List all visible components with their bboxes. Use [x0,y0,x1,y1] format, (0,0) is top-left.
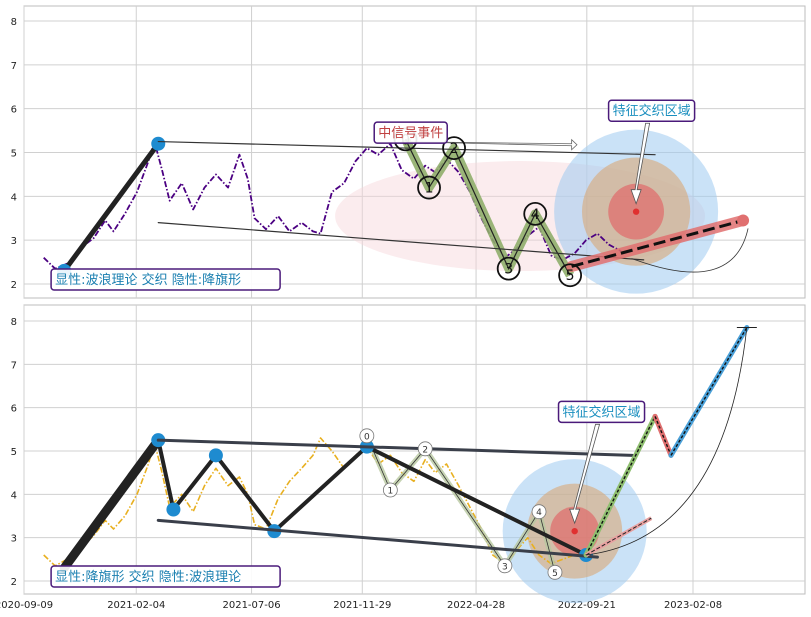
wave-line [156,438,589,557]
wave-point-marker [497,558,513,574]
forecast-segment [668,325,750,458]
forecast-arc [631,228,749,273]
y-tick-label: 3 [11,534,17,545]
x-tick-label: 2022-04-28 [447,600,505,611]
wave-point-marker [496,256,521,281]
wave-point-label: 0 [364,432,370,442]
y-tick-label: 3 [11,236,17,247]
panel-top: 2345678012345中信号事件特征交织区域显性:波浪理论 交织 隐性:降旗… [11,5,806,299]
forecast-arc [586,327,748,556]
wave-point-marker [382,482,398,498]
wave-point-label: 2 [450,141,459,157]
event-label-box [373,121,448,144]
y-tick-label: 4 [11,490,17,501]
wave-point-marker [442,136,466,161]
zone-arrow [630,122,651,205]
pattern-label-box [50,565,281,588]
wave-line [59,435,163,573]
wave-point-marker [531,504,547,520]
wave-point-label: 2 [422,445,428,455]
pattern-label: 显性:波浪理论 交织 隐性:降旗形 [55,272,241,288]
forecast-end [737,214,750,227]
zone-label: 特征交织区域 [613,103,691,119]
zone-arrow [569,423,601,525]
y-tick-label: 2 [11,577,17,588]
wave-point-label: 5 [566,268,575,284]
wave-line [157,140,656,156]
pivot-dot [208,448,223,463]
x-tick-label: 2020-09-09 [0,600,53,611]
wave-point-marker [558,263,583,288]
y-tick-label: 5 [11,149,17,160]
wave-line [156,518,599,559]
wave-line [157,222,645,261]
wave-line [156,438,634,457]
wave-point-label: 3 [504,262,513,278]
zone-label-box [607,99,696,122]
pivot-dot [166,502,181,517]
y-tick-label: 8 [11,17,17,28]
forecast-segment-dash [654,416,672,456]
wave-point-marker [417,175,441,200]
x-tick-label: 2021-11-29 [333,600,391,611]
y-tick-label: 6 [11,105,17,116]
x-tick-label: 2021-02-04 [107,600,165,611]
pattern-label-box [50,268,281,291]
y-tick-label: 7 [11,61,17,72]
wave-point-marker [359,428,375,444]
y-tick-label: 4 [11,192,17,203]
wave-path [366,435,556,573]
wave-point-label: 4 [536,508,542,518]
wave-point-label: 1 [425,181,434,197]
zone-center-dot [571,527,578,535]
x-tick-label: 2023-02-08 [664,600,722,611]
wave-line [61,141,161,274]
wave-point-label: 4 [531,207,540,223]
forecast-segment-dash [585,416,656,556]
wave-point-marker [417,441,433,457]
forecast-dashed [571,218,744,268]
wave-point-marker [547,564,563,580]
y-tick-label: 8 [11,317,17,328]
event-label: 中信号事件 [378,126,443,141]
x-tick-label: 2021-07-06 [222,600,280,611]
x-tick-label: 2022-09-21 [558,600,616,611]
event-arrow [405,138,578,151]
zone-label-box [557,400,646,424]
wave-point-label: 3 [502,562,508,572]
wave-point-label: 1 [387,487,393,497]
zone-center-dot [632,208,640,215]
price-line [43,437,587,567]
y-tick-label: 7 [11,360,17,371]
y-tick-label: 5 [11,447,17,458]
wave-point-marker [523,201,548,226]
pivot-dot [151,136,166,151]
wave-point-label: 5 [552,569,558,579]
forecast-alt-dash [585,517,652,556]
y-tick-label: 6 [11,404,17,415]
pattern-label: 显性:降旗形 交织 隐性:波浪理论 [55,569,241,585]
zone-label: 特征交织区域 [563,404,641,420]
y-tick-label: 2 [11,280,17,291]
